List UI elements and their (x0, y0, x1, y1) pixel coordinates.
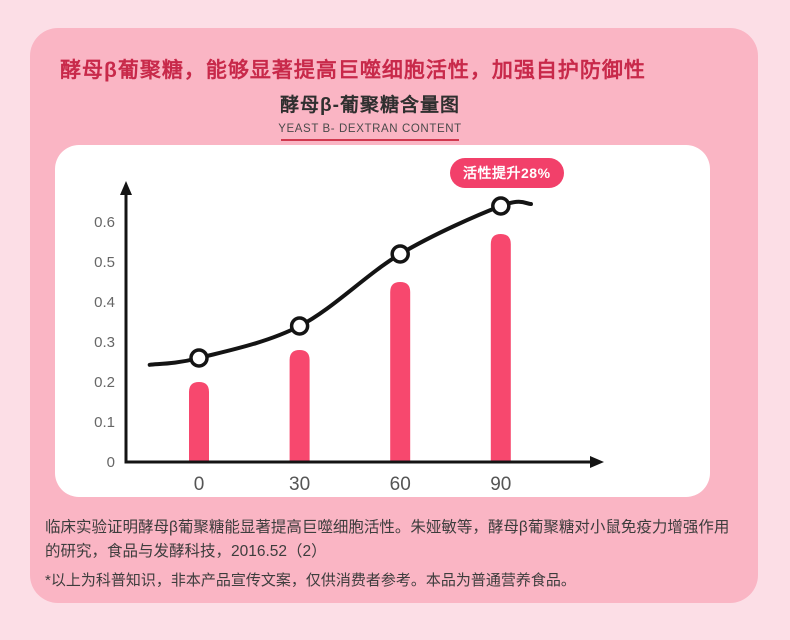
chart-panel: 0 0.1 0.2 0.3 0.4 0.5 0.6 0 30 60 90 活性提升28% (55, 145, 710, 497)
y-tick-label: 0.2 (94, 374, 115, 391)
disclaimer-text: *以上为科普知识，非本产品宣传文案，仅供消费者参考。本品为普通营养食品。 (45, 572, 576, 589)
bar (189, 382, 209, 461)
citation-line-1: 临床实验证明酵母β葡聚糖能显著提高巨噬细胞活性。朱娅敏等，酵母β葡聚糖对小鼠免疫… (45, 519, 730, 536)
citation-line-2: 的研究，食品与发酵科技，2016.52（2） (45, 543, 327, 560)
bar (390, 282, 411, 461)
x-tick-label: 30 (289, 474, 310, 495)
line-marker (491, 196, 511, 216)
y-tick-label: 0 (107, 454, 115, 471)
y-tick-label: 0.6 (94, 214, 115, 231)
y-tick-label: 0.3 (94, 334, 115, 351)
x-tick-label: 90 (490, 474, 511, 495)
y-tick-label: 0.5 (94, 254, 115, 271)
y-tick-label: 0.4 (94, 294, 115, 311)
x-tick-label: 0 (194, 474, 205, 495)
chart-canvas: 0 0.1 0.2 0.3 0.4 0.5 0.6 0 30 60 90 (94, 181, 604, 495)
x-tick-label: 60 (390, 474, 411, 495)
page-title: 酵母β葡聚糖，能够显著提高巨噬细胞活性，加强自护防御性 (60, 59, 646, 82)
y-tick-label: 0.1 (94, 414, 115, 431)
chart-title: 酵母β-葡聚糖含量图 (280, 95, 460, 116)
title-underline (281, 139, 459, 141)
line-marker (189, 348, 209, 368)
bar (289, 350, 310, 461)
line-marker (390, 244, 410, 264)
trend-line (147, 199, 533, 367)
bar (490, 234, 511, 461)
x-axis-arrow-icon (590, 456, 604, 468)
activity-badge: 活性提升28% (450, 158, 564, 188)
citation-text: 临床实验证明酵母β葡聚糖能显著提高巨噬细胞活性。朱娅敏等，酵母β葡聚糖对小鼠免疫… (45, 516, 751, 564)
chart-title-block: 酵母β-葡聚糖含量图 YEAST B- DEXTRAN CONTENT (0, 90, 740, 141)
y-axis-arrow-icon (120, 181, 132, 195)
line-marker (289, 316, 310, 336)
chart-subtitle: YEAST B- DEXTRAN CONTENT (278, 123, 462, 135)
